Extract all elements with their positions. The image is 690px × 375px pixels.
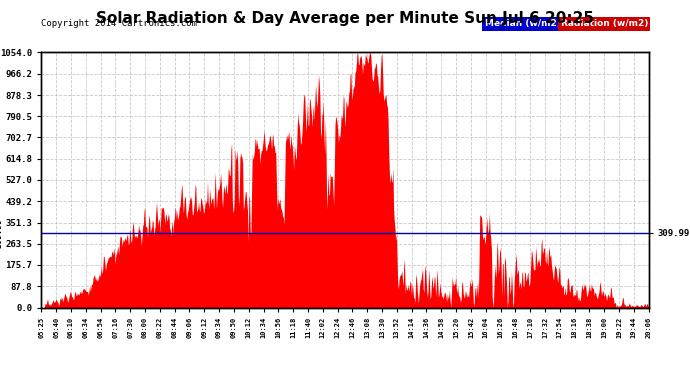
Text: 309.99: 309.99: [0, 217, 3, 248]
Text: Copyright 2014 Cartronics.com: Copyright 2014 Cartronics.com: [41, 20, 197, 28]
Text: Radiation (w/m2): Radiation (w/m2): [560, 20, 648, 28]
Text: Median (w/m2): Median (w/m2): [484, 20, 560, 28]
Text: Solar Radiation & Day Average per Minute Sun Jul 6 20:25: Solar Radiation & Day Average per Minute…: [96, 11, 594, 26]
